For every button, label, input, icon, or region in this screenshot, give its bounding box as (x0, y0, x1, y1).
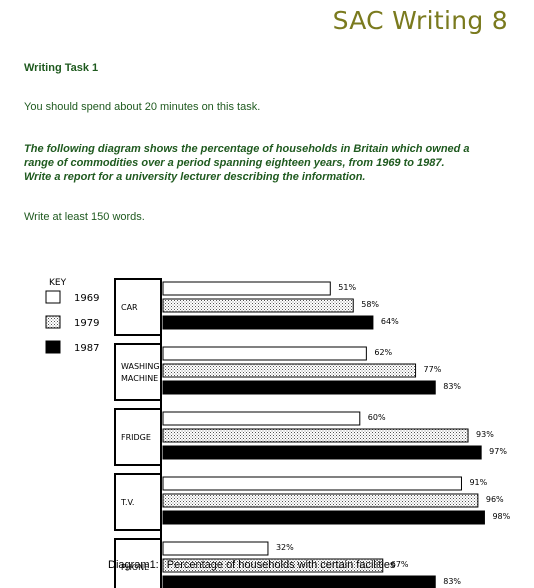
bar-1979 (162, 363, 417, 378)
data-label: 98% (492, 512, 510, 521)
data-label: 83% (443, 577, 461, 586)
category-label: MACHINE (121, 374, 158, 383)
bar-1969 (162, 346, 367, 361)
data-label: 96% (486, 495, 504, 504)
legend-swatch-1969 (45, 290, 61, 304)
category-label: WASHING (121, 362, 160, 371)
category-box (114, 473, 162, 531)
caption-label: Diagram1: (108, 559, 159, 571)
word-count-instruction: Write at least 150 words. (24, 211, 145, 223)
bar-1979 (162, 493, 479, 508)
prompt-line: The following diagram shows the percenta… (24, 143, 470, 155)
data-label: 97% (489, 447, 507, 456)
task-prompt: The following diagram shows the percenta… (24, 142, 524, 184)
task-title: Writing Task 1 (24, 62, 99, 74)
data-label: 77% (424, 365, 442, 374)
bar-1969 (162, 541, 269, 556)
legend-title: KEY (49, 278, 67, 288)
caption-text: Percentage of households with certain fa… (166, 559, 396, 571)
bar-1987 (162, 510, 485, 525)
bar-1987 (162, 380, 436, 395)
bar-1969 (162, 281, 331, 296)
data-label: 60% (368, 413, 386, 422)
legend-label-1979: 1979 (74, 318, 99, 329)
bar-1979 (162, 298, 354, 313)
bar-1987 (162, 315, 374, 330)
bar-1979 (162, 428, 469, 443)
data-label: 58% (361, 300, 379, 309)
bar-1969 (162, 476, 462, 491)
data-label: 51% (338, 283, 356, 292)
data-label: 62% (374, 348, 392, 357)
brand-title: SAC Writing 8 (332, 6, 508, 35)
data-label: 32% (276, 543, 294, 552)
category-label: PHONE (121, 563, 149, 572)
time-instruction: You should spend about 20 minutes on thi… (24, 101, 261, 113)
prompt-line: range of commodities over a period spann… (24, 157, 445, 169)
bar-1987 (162, 575, 436, 588)
category-box (114, 408, 162, 466)
bar-1979 (162, 558, 384, 573)
category-label: T.V. (120, 498, 134, 507)
category-label: CAR (121, 303, 138, 312)
bar-1969 (162, 411, 361, 426)
data-label: 64% (381, 317, 399, 326)
data-label: 83% (443, 382, 461, 391)
category-box (114, 343, 162, 401)
bar-1987 (162, 445, 482, 460)
chart-caption: Diagram1: Percentage of households with c… (108, 559, 395, 571)
data-label: 91% (469, 478, 487, 487)
legend-label-1969: 1969 (74, 293, 99, 304)
data-label: 93% (476, 430, 494, 439)
legend-swatch-1979 (45, 315, 61, 329)
data-label: 67% (391, 560, 409, 569)
category-label: FRIDGE (121, 433, 151, 442)
legend-swatch-1987 (45, 340, 61, 354)
prompt-line: Write a report for a university lecturer… (24, 171, 366, 183)
legend-label-1987: 1987 (74, 343, 99, 354)
